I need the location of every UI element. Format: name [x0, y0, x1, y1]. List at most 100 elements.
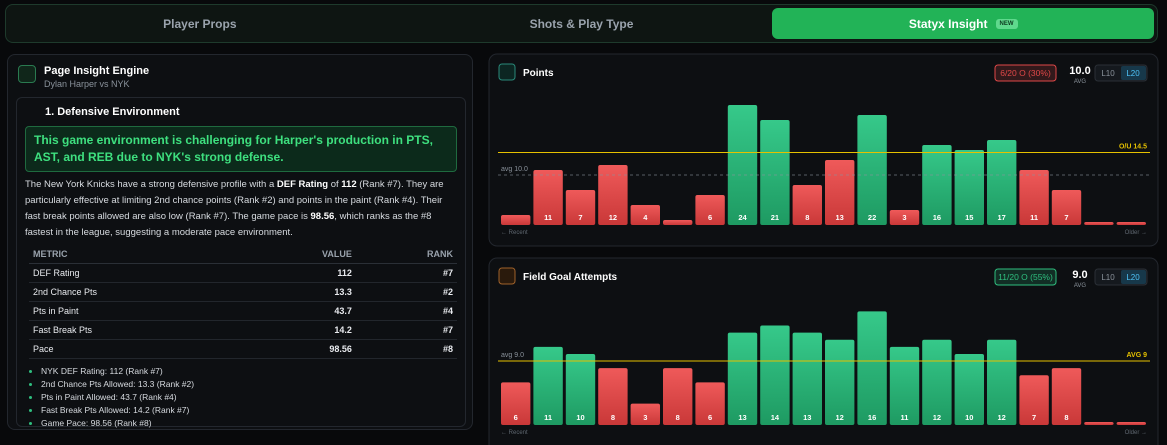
bar: [1051, 190, 1082, 225]
bar-label: 21: [771, 213, 779, 222]
table-cell: DEF Rating: [29, 263, 244, 283]
average-value: 9.0: [1072, 269, 1087, 281]
bar: [857, 311, 887, 425]
bar: [825, 339, 855, 425]
bar: [954, 150, 984, 225]
bar: [1051, 368, 1082, 425]
bar: [727, 105, 758, 225]
table-cell: #4: [355, 301, 457, 321]
paragraph-text: (Rank #7). They are particularly effecti…: [25, 179, 444, 222]
bar-label: 16: [933, 213, 941, 222]
bar-label: 12: [933, 413, 941, 422]
bar: [1084, 422, 1114, 425]
bar: [695, 382, 725, 425]
bar-label: 6: [708, 413, 712, 422]
bar-label: 15: [965, 213, 973, 222]
paragraph-text: 98.56: [310, 211, 335, 222]
table-cell: 13.3: [243, 282, 356, 302]
bar-label: 13: [738, 413, 746, 422]
tab-badge: NEW: [995, 18, 1018, 29]
bar-label: 10: [576, 413, 584, 422]
tab-label: Shots & Play Type: [529, 16, 634, 31]
table-cell: 43.7: [243, 301, 356, 321]
average-line-label: avg 10.0: [501, 166, 528, 173]
bar-label: 6: [708, 213, 712, 222]
bullet-list: NYK DEF Rating: 112 (Rank #7)2nd Chance …: [17, 365, 465, 429]
bar: [727, 332, 758, 425]
bar-label: 6: [514, 413, 518, 422]
bar-label: 4: [643, 213, 648, 222]
bar-label: 13: [836, 213, 844, 222]
bar: [792, 185, 822, 225]
bar: [1084, 222, 1114, 225]
table-cell: 98.56: [243, 339, 356, 359]
table-cell: Pts in Paint: [29, 301, 244, 321]
older-label: Older →: [1125, 230, 1147, 236]
paragraph-text: , which ranks as the #8 fastest in the l…: [25, 211, 432, 238]
bar-label: 24: [738, 213, 747, 222]
insight-subtitle: Dylan Harper vs NYK: [44, 79, 130, 89]
bar: [857, 115, 887, 225]
bar-label: 8: [676, 413, 680, 422]
bar: [760, 120, 790, 225]
bar: [760, 325, 790, 425]
bar: [889, 346, 920, 425]
hit-badge-text: 6/20 O (30%): [1000, 68, 1051, 78]
table-cell: 14.2: [243, 320, 356, 340]
section-title[interactable]: 1. Defensive Environment: [45, 106, 180, 118]
hit-badge: [994, 64, 1057, 82]
bar-label: 13: [803, 413, 811, 422]
average-caption: AVG: [1074, 283, 1087, 289]
bar-label: 16: [868, 413, 876, 422]
table-cell: #7: [355, 263, 457, 283]
bar: [792, 332, 822, 425]
bar: [1116, 222, 1146, 225]
recent-label: ← Recent: [501, 430, 528, 436]
table-cell: 2nd Chance Pts: [29, 282, 244, 302]
bullet: 2nd Chance Pts Allowed: 13.3 (Rank #2): [41, 378, 465, 391]
bar: [695, 195, 725, 225]
bar-label: 11: [901, 413, 909, 422]
metric-table: METRIC VALUE RANK DEF Rating 112 #7 2nd Chance…: [29, 245, 457, 359]
column-header: VALUE: [243, 245, 356, 264]
tab-bar: Player Props Shots & Play Type Statyx Insi…: [5, 4, 1158, 43]
average-caption: AVG: [1074, 79, 1087, 85]
toggle: L10: [1101, 69, 1115, 78]
bar: [663, 368, 693, 425]
toggle-group: [1094, 268, 1148, 286]
recent-label: ← Recent: [501, 230, 528, 236]
average-value: 10.0: [1069, 65, 1090, 77]
toggle: L10: [1101, 273, 1115, 282]
bar: [663, 220, 693, 225]
older-label: Older →: [1125, 430, 1147, 436]
bar: [565, 353, 596, 425]
bar: [1116, 422, 1146, 425]
bar: [825, 160, 855, 225]
paragraph: The New York Knicks have a strong defens…: [17, 172, 465, 241]
bar-label: 12: [609, 213, 617, 222]
bar: [630, 205, 660, 225]
toggle-active: [1121, 270, 1146, 284]
insight-header: Page Insight Engine Dylan Harper vs NYK: [18, 65, 149, 89]
average-line-label: avg 9.0: [501, 352, 524, 359]
bar-label: 11: [544, 213, 552, 222]
bar: [565, 190, 596, 225]
table-row: Pts in Paint 43.7 #4: [29, 301, 457, 321]
table-row: Pace 98.56 #8: [29, 339, 457, 359]
table-row: Fast Break Pts 14.2 #7: [29, 320, 457, 340]
threshold-label: AVG 9: [1127, 352, 1148, 359]
chart-card: [488, 257, 1159, 445]
tab[interactable]: Shots & Play Type: [391, 8, 773, 39]
insight-title: Page Insight Engine: [44, 65, 150, 77]
tab[interactable]: Player Props: [9, 8, 391, 39]
hit-badge-text: 11/20 O (55%): [998, 272, 1053, 282]
paragraph-text: 112: [341, 179, 357, 190]
bar-label: 8: [805, 213, 809, 222]
bar: [922, 339, 952, 425]
bar-label: 3: [902, 213, 906, 222]
tab-label: Player Props: [163, 16, 237, 31]
bar-label: 7: [1032, 413, 1036, 422]
tab[interactable]: Statyx Insight NEW: [772, 8, 1155, 39]
threshold-label: O/U 14.5: [1119, 144, 1147, 151]
